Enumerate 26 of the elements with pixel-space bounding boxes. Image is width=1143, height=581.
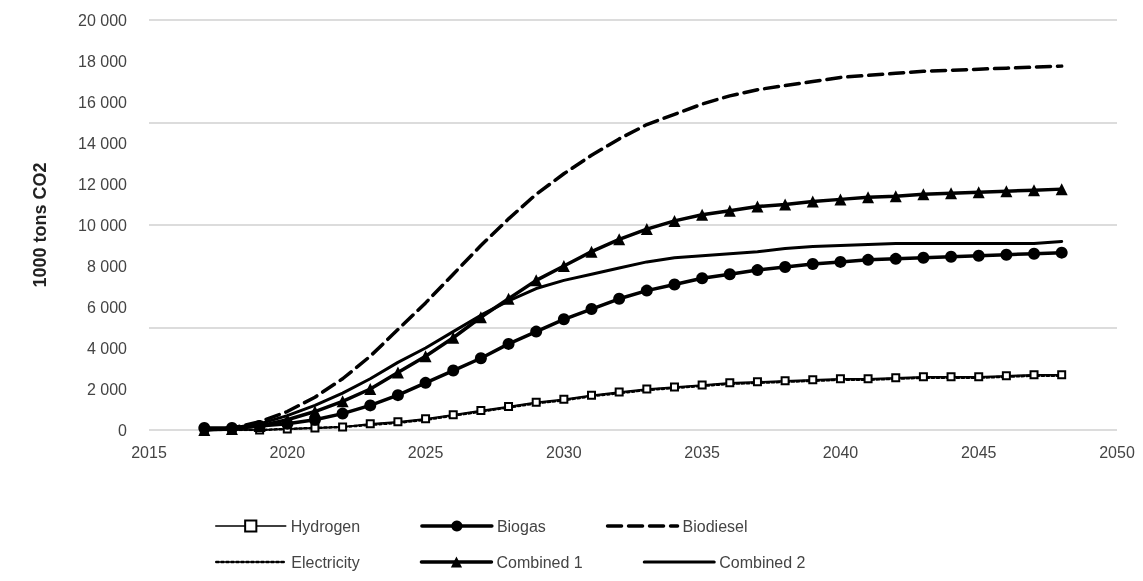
y-tick-label: 4 000	[86, 339, 128, 357]
y-tick-label: 20 000	[78, 11, 128, 29]
legend-label: Biodiesel	[682, 517, 748, 535]
y-tick-label: 2 000	[86, 380, 128, 398]
x-tick-label: 2035	[684, 443, 721, 461]
y-tick-label: 6 000	[86, 298, 128, 316]
y-tick-label: 0	[118, 421, 128, 439]
legend-label: Electricity	[291, 553, 360, 571]
y-tick-label: 8 000	[86, 257, 128, 275]
x-tick-label: 2020	[269, 443, 306, 461]
x-tick-label: 2040	[822, 443, 859, 461]
y-tick-label: 16 000	[78, 93, 128, 111]
legend-label: Hydrogen	[290, 517, 361, 535]
y-tick-label: 14 000	[78, 134, 128, 152]
x-tick-label: 2045	[960, 443, 997, 461]
x-tick-label: 2025	[407, 443, 444, 461]
legend-label: Biogas	[496, 517, 546, 535]
legend-label: Combined 1	[496, 553, 583, 571]
y-tick-label: 18 000	[78, 52, 128, 70]
y-axis-title: 1000 tons CO2	[30, 162, 50, 288]
legend-label: Combined 2	[719, 553, 806, 571]
y-tick-label: 12 000	[78, 175, 128, 193]
x-tick-label: 2015	[131, 443, 167, 461]
x-tick-label: 2050	[1099, 443, 1135, 461]
y-tick-label: 10 000	[78, 216, 128, 234]
x-tick-label: 2030	[546, 443, 582, 461]
